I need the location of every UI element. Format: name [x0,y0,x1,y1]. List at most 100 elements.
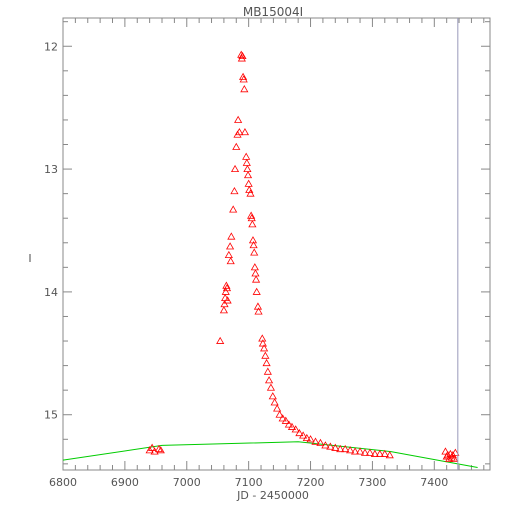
data-point [237,50,246,58]
data-point [156,446,165,454]
y-tick-label: 12 [44,40,58,53]
data-point [270,398,279,406]
data-point [219,306,228,314]
data-point [302,433,311,442]
data-point [258,334,267,342]
data-point [235,128,244,136]
data-point [268,392,277,400]
data-point [295,428,304,437]
data-point [287,422,297,430]
x-tick-label: 7000 [173,476,201,489]
data-point [254,307,263,315]
data-point [150,447,159,455]
data-point [242,158,251,166]
data-point [264,376,274,384]
data-point [360,448,370,456]
data-point [221,287,230,295]
y-tick-label: 15 [44,409,58,422]
data-point [250,248,259,256]
data-point [281,416,290,424]
x-tick-label: 7300 [358,476,386,489]
data-point [234,115,243,123]
data-point [278,414,287,422]
data-point [375,449,384,457]
data-point [442,452,451,460]
data-point [222,281,231,289]
data-point [250,263,259,271]
data-point [311,437,320,445]
data-point [223,296,232,304]
data-point [244,179,253,187]
data-point [253,302,263,310]
plot-frame [62,17,491,471]
data-point [220,299,229,308]
data-point [370,449,379,457]
data-point [326,442,335,450]
data-point [355,447,365,455]
data-point [306,435,315,443]
data-point [341,444,350,453]
data-point [216,336,225,344]
data-point [237,54,246,62]
x-tick-label: 7100 [235,476,263,489]
data-point [238,51,247,60]
data-point [441,447,450,455]
chart-title: MB15004I [243,5,303,19]
baseline-line [62,441,478,469]
data-point [299,431,308,439]
data-point [380,449,389,457]
y-axis-label: I [28,252,31,265]
y-tick-label: 14 [44,286,58,299]
data-point [258,339,267,347]
data-point [240,128,250,136]
data-point [226,256,235,265]
data-point [385,451,394,459]
x-tick-label: 6800 [49,476,77,489]
baseline-series [62,441,478,469]
data-point [351,447,360,455]
data-point [227,232,236,240]
data-point [251,275,261,283]
data-point [450,454,459,462]
data-point [230,186,239,195]
data-point [266,383,276,391]
data-point [273,404,282,412]
data-point [248,236,258,244]
data-point [242,152,251,160]
data-point [336,444,345,453]
data-point [275,410,284,418]
data-point [145,446,154,454]
data-point [230,164,240,173]
data-point [154,444,164,453]
data-point [229,205,238,213]
data-point [240,85,249,93]
data-point [261,351,270,359]
data-point [249,241,258,249]
x-tick-label: 6900 [111,476,139,489]
data-point [239,75,248,83]
y-tick-label: 13 [44,163,58,176]
data-point [246,189,255,197]
data-point [248,220,257,228]
data-point [331,443,340,451]
data-point [225,242,235,250]
data-point [251,269,260,277]
data-point [365,448,375,456]
x-axis-label: JD - 2450000 [236,489,309,502]
data-point [263,367,272,375]
data-point [346,446,355,454]
data-point [284,420,293,428]
photometry-series [145,50,460,462]
x-tick-label: 7200 [297,476,325,489]
data-point [247,214,256,222]
data-point [252,287,261,295]
data-point [451,448,460,456]
data-point [445,454,454,462]
data-point [321,441,330,449]
data-point [243,164,252,173]
data-point [224,250,233,259]
data-point [222,284,232,292]
data-point [262,358,271,367]
